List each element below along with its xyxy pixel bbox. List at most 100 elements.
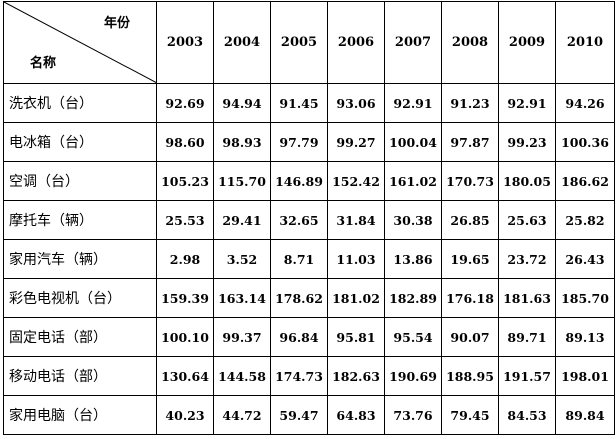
value-cell: 100.36 (555, 122, 615, 162)
value-cell: 29.41 (213, 200, 271, 240)
row-name-cell: 固定电话（部） (3, 317, 157, 357)
value-cell: 13.86 (384, 239, 442, 279)
value-cell: 181.02 (327, 278, 385, 318)
value-cell: 23.72 (498, 239, 556, 279)
row-name-cell: 洗衣机（台） (3, 83, 157, 123)
year-header: 2010 (555, 1, 615, 84)
ownership-table: 年份 名称 2003 2004 2005 2006 2007 2008 2009… (3, 1, 615, 435)
value-cell: 186.62 (555, 161, 615, 201)
value-cell: 90.07 (441, 317, 499, 357)
value-cell: 59.47 (270, 395, 328, 435)
value-cell: 159.39 (156, 278, 214, 318)
value-cell: 130.64 (156, 356, 214, 396)
year-header: 2009 (498, 1, 556, 84)
value-cell: 26.43 (555, 239, 615, 279)
value-cell: 92.91 (384, 83, 442, 123)
value-cell: 84.53 (498, 395, 556, 435)
header-row: 年份 名称 2003 2004 2005 2006 2007 2008 2009… (3, 1, 615, 84)
value-cell: 198.01 (555, 356, 615, 396)
year-header: 2008 (441, 1, 499, 84)
value-cell: 26.85 (441, 200, 499, 240)
value-cell: 188.95 (441, 356, 499, 396)
value-cell: 73.76 (384, 395, 442, 435)
value-cell: 95.54 (384, 317, 442, 357)
table-row: 空调（台） 105.23 115.70 146.89 152.42 161.02… (3, 161, 615, 201)
value-cell: 182.89 (384, 278, 442, 318)
value-cell: 96.84 (270, 317, 328, 357)
year-axis-label: 年份 (103, 16, 130, 31)
value-cell: 99.37 (213, 317, 271, 357)
value-cell: 100.04 (384, 122, 442, 162)
value-cell: 191.57 (498, 356, 556, 396)
value-cell: 25.53 (156, 200, 214, 240)
value-cell: 44.72 (213, 395, 271, 435)
value-cell: 146.89 (270, 161, 328, 201)
value-cell: 99.27 (327, 122, 385, 162)
value-cell: 11.03 (327, 239, 385, 279)
value-cell: 181.63 (498, 278, 556, 318)
table-row: 移动电话（部） 130.64 144.58 174.73 182.63 190.… (3, 356, 615, 396)
value-cell: 161.02 (384, 161, 442, 201)
value-cell: 182.63 (327, 356, 385, 396)
value-cell: 94.94 (213, 83, 271, 123)
value-cell: 19.65 (441, 239, 499, 279)
value-cell: 98.93 (213, 122, 271, 162)
table-row: 电冰箱（台） 98.60 98.93 97.79 99.27 100.04 97… (3, 122, 615, 162)
year-header: 2006 (327, 1, 385, 84)
value-cell: 190.69 (384, 356, 442, 396)
table-row: 摩托车（辆） 25.53 29.41 32.65 31.84 30.38 26.… (3, 200, 615, 240)
value-cell: 30.38 (384, 200, 442, 240)
value-cell: 95.81 (327, 317, 385, 357)
diagonal-divider (4, 2, 156, 83)
value-cell: 185.70 (555, 278, 615, 318)
value-cell: 25.63 (498, 200, 556, 240)
value-cell: 2.98 (156, 239, 214, 279)
value-cell: 92.69 (156, 83, 214, 123)
corner-header-cell: 年份 名称 (3, 1, 157, 84)
row-name-cell: 电冰箱（台） (3, 122, 157, 162)
value-cell: 176.18 (441, 278, 499, 318)
year-header: 2003 (156, 1, 214, 84)
value-cell: 94.26 (555, 83, 615, 123)
value-cell: 170.73 (441, 161, 499, 201)
row-name-cell: 家用汽车（辆） (3, 239, 157, 279)
value-cell: 92.91 (498, 83, 556, 123)
year-header: 2007 (384, 1, 442, 84)
value-cell: 79.45 (441, 395, 499, 435)
table-row: 固定电话（部） 100.10 99.37 96.84 95.81 95.54 9… (3, 317, 615, 357)
value-cell: 89.84 (555, 395, 615, 435)
table-row: 彩色电视机（台） 159.39 163.14 178.62 181.02 182… (3, 278, 615, 318)
value-cell: 91.23 (441, 83, 499, 123)
value-cell: 115.70 (213, 161, 271, 201)
value-cell: 91.45 (270, 83, 328, 123)
value-cell: 178.62 (270, 278, 328, 318)
value-cell: 97.87 (441, 122, 499, 162)
item-axis-label: 名称 (30, 56, 57, 71)
row-name-cell: 彩色电视机（台） (3, 278, 157, 318)
row-name-cell: 移动电话（部） (3, 356, 157, 396)
row-name-cell: 空调（台） (3, 161, 157, 201)
value-cell: 31.84 (327, 200, 385, 240)
value-cell: 89.13 (555, 317, 615, 357)
value-cell: 174.73 (270, 356, 328, 396)
year-header: 2004 (213, 1, 271, 84)
value-cell: 40.23 (156, 395, 214, 435)
value-cell: 8.71 (270, 239, 328, 279)
row-name-cell: 摩托车（辆） (3, 200, 157, 240)
value-cell: 25.82 (555, 200, 615, 240)
value-cell: 98.60 (156, 122, 214, 162)
table-row: 家用电脑（台） 40.23 44.72 59.47 64.83 73.76 79… (3, 395, 615, 435)
row-name-cell: 家用电脑（台） (3, 395, 157, 435)
table-row: 洗衣机（台） 92.69 94.94 91.45 93.06 92.91 91.… (3, 83, 615, 123)
value-cell: 144.58 (213, 356, 271, 396)
value-cell: 163.14 (213, 278, 271, 318)
value-cell: 99.23 (498, 122, 556, 162)
table-row: 家用汽车（辆） 2.98 3.52 8.71 11.03 13.86 19.65… (3, 239, 615, 279)
value-cell: 97.79 (270, 122, 328, 162)
value-cell: 64.83 (327, 395, 385, 435)
value-cell: 180.05 (498, 161, 556, 201)
value-cell: 32.65 (270, 200, 328, 240)
value-cell: 93.06 (327, 83, 385, 123)
value-cell: 152.42 (327, 161, 385, 201)
value-cell: 100.10 (156, 317, 214, 357)
